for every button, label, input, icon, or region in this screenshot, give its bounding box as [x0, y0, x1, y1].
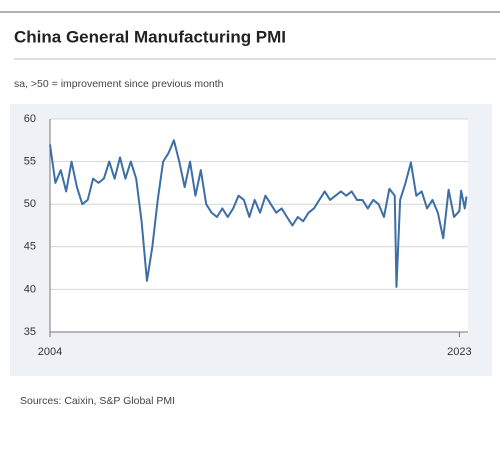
chart-subtitle: sa, >50 = improvement since previous mon… — [14, 78, 224, 90]
y-tick-label: 55 — [24, 156, 36, 168]
chart-title: China General Manufacturing PMI — [14, 27, 286, 46]
x-tick-label: 2004 — [38, 346, 62, 358]
y-tick-label: 45 — [24, 241, 36, 253]
plot-area — [50, 119, 468, 332]
y-tick-label: 50 — [24, 198, 36, 210]
y-tick-label: 35 — [24, 326, 36, 338]
data-line — [49, 139, 468, 288]
source-note: Sources: Caixin, S&P Global PMI — [20, 395, 175, 407]
y-tick-label: 60 — [24, 113, 36, 125]
y-tick-label: 40 — [24, 283, 36, 295]
x-tick-label: 2023 — [447, 346, 471, 358]
